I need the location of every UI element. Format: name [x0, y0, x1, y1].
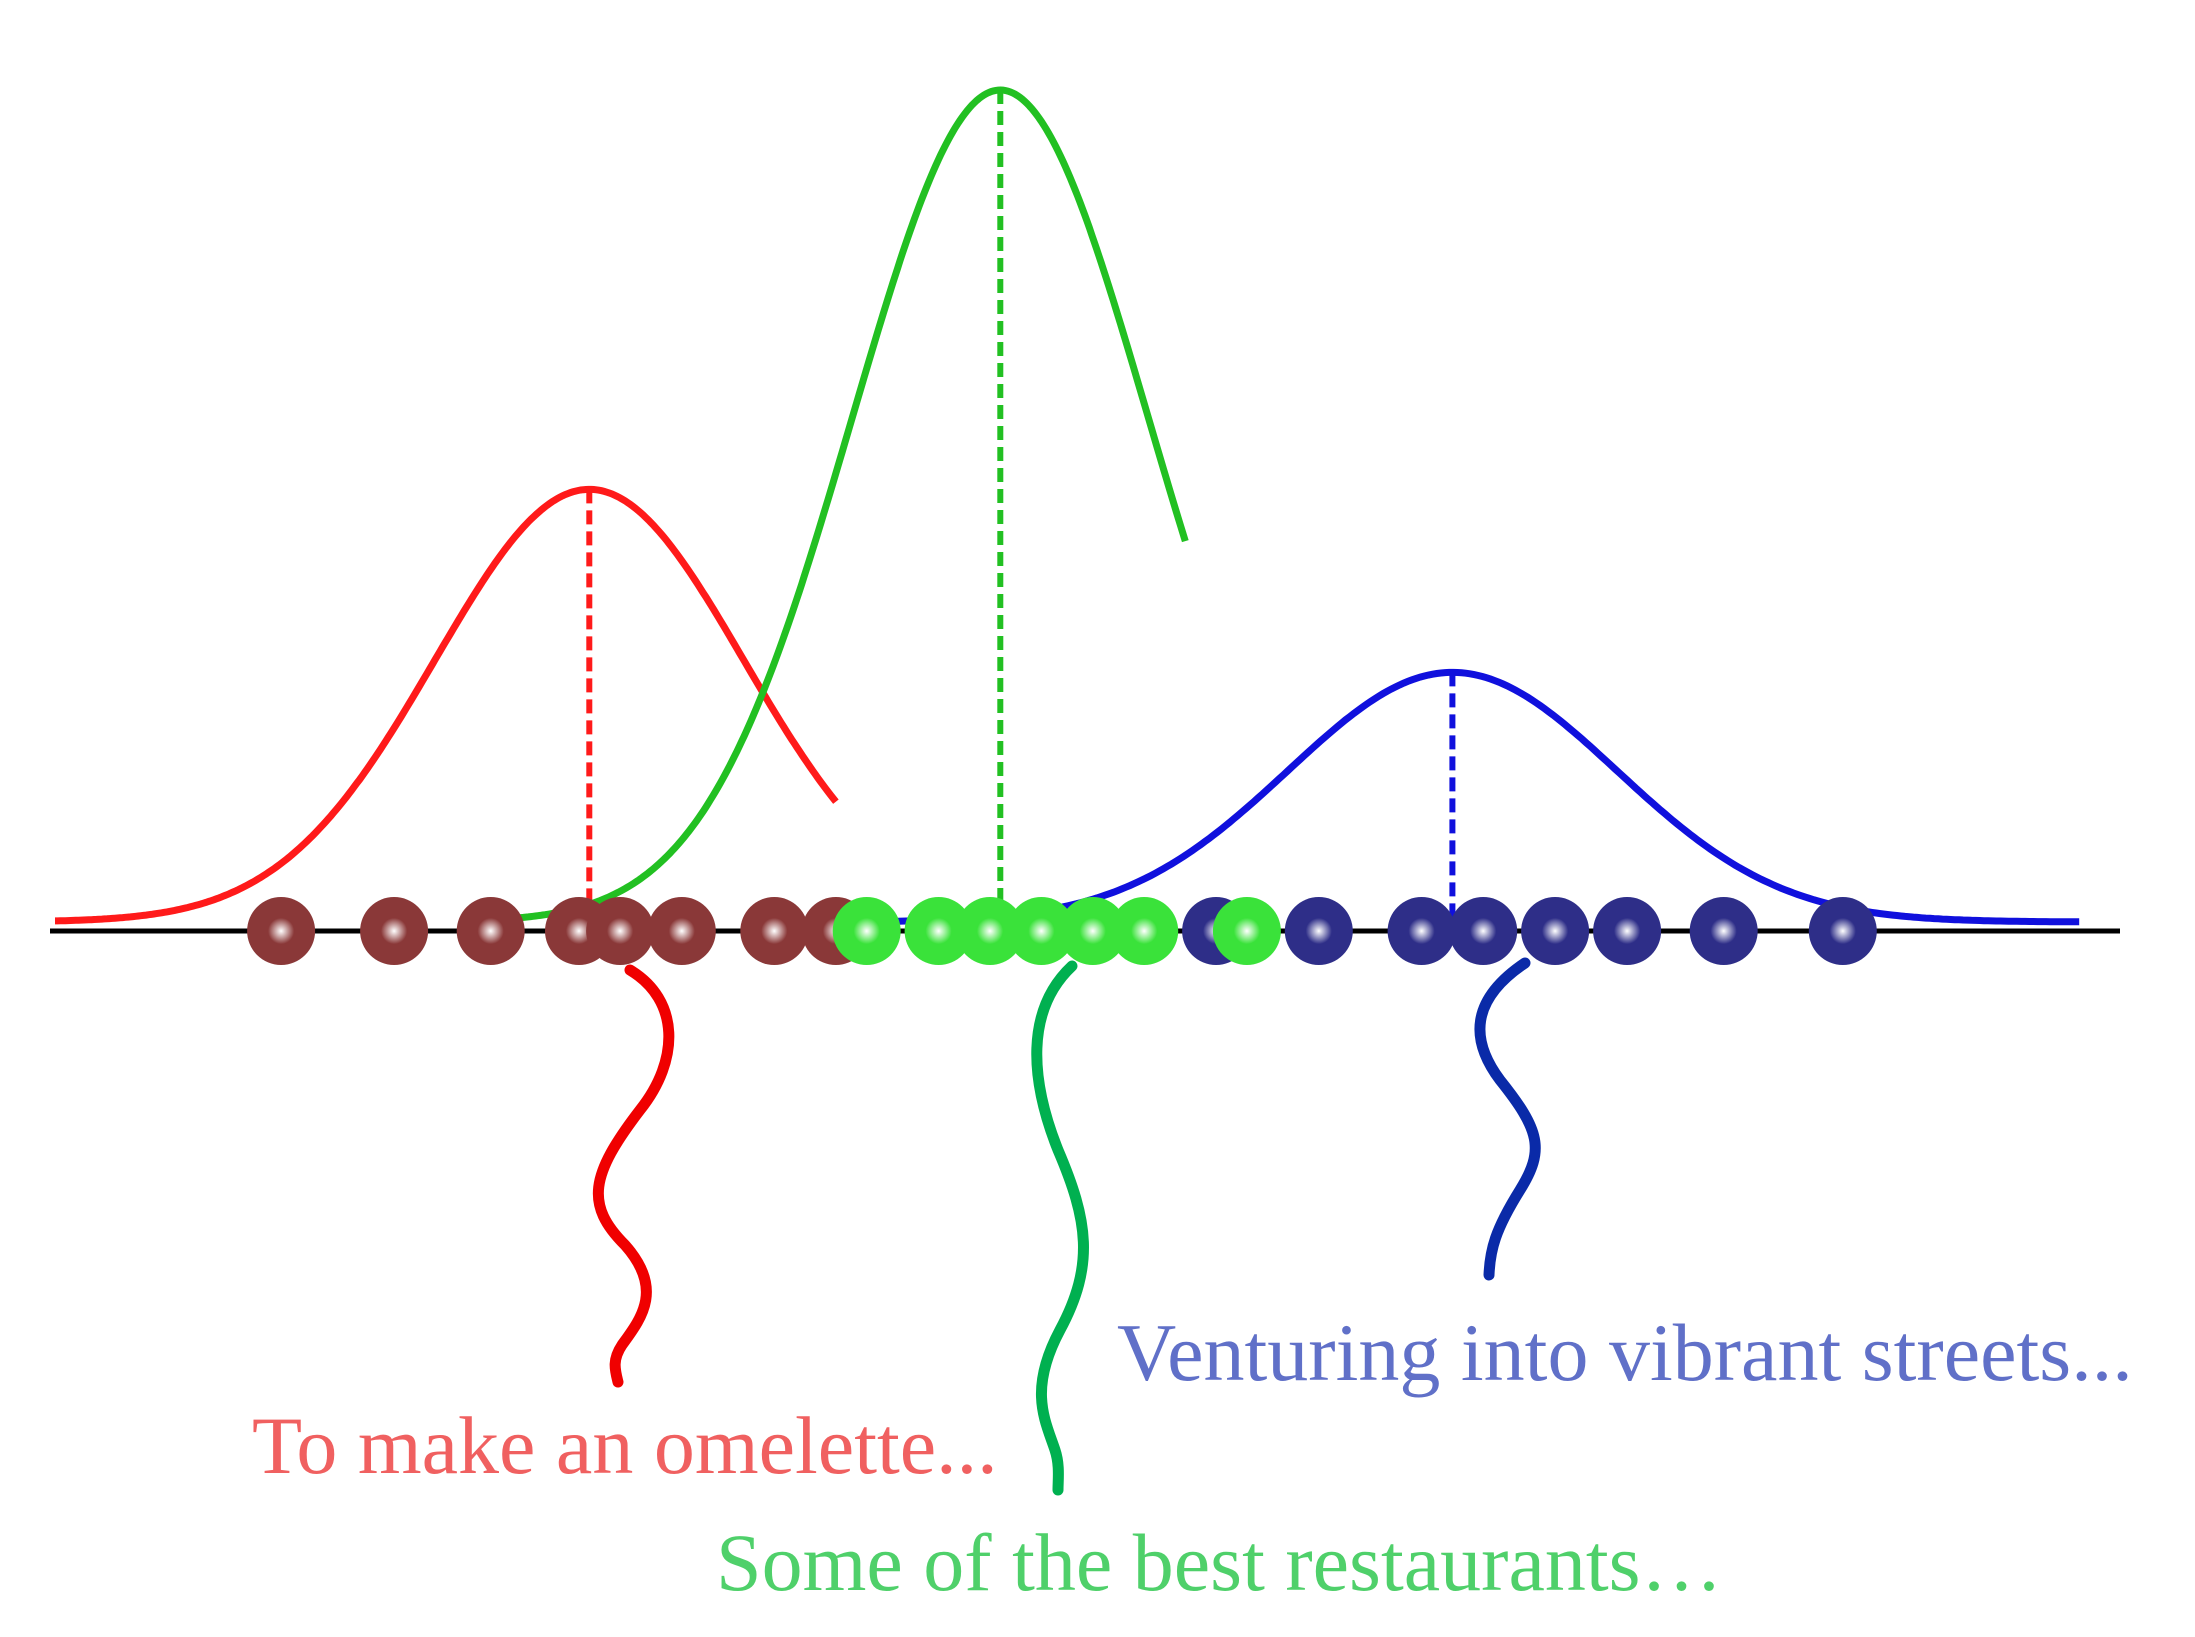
blue-squiggle-connector [1474, 957, 1541, 1281]
blue-sample-ball [1284, 897, 1353, 965]
blue-distribution-curve [835, 668, 2080, 926]
green-distribution-curve [465, 86, 1189, 925]
green-sample-ball [1110, 897, 1179, 965]
red-distribution-curve [55, 485, 839, 925]
green-cluster-caption: Some of the best restaurants… [716, 1517, 1723, 1608]
blue-sample-ball [1593, 897, 1662, 965]
blue-sample-ball [1808, 897, 1877, 965]
green-sample-ball [1212, 897, 1281, 965]
green-squiggle-connector [1031, 960, 1089, 1496]
green-sample-ball [1007, 897, 1076, 965]
blue-sample-ball [1521, 897, 1590, 965]
blue-sample-ball [1689, 897, 1758, 965]
blue-sample-ball [1449, 897, 1518, 965]
red-sample-ball [360, 897, 429, 965]
red-cluster-caption: To make an omelette... [252, 1400, 998, 1491]
red-sample-ball [647, 897, 716, 965]
sample-points [247, 897, 1877, 965]
red-sample-ball [740, 897, 809, 965]
green-sample-ball [904, 897, 973, 965]
distribution-curves [55, 86, 2080, 931]
green-sample-ball [832, 897, 901, 965]
red-squiggle-connector [592, 964, 675, 1388]
red-sample-ball [247, 897, 316, 965]
green-sample-ball [1058, 897, 1127, 965]
blue-sample-ball [1387, 897, 1456, 965]
blue-cluster-caption: Venturing into vibrant streets... [1117, 1307, 2133, 1398]
green-sample-ball [956, 897, 1024, 965]
caption-connectors [592, 957, 1541, 1496]
red-sample-ball [456, 897, 525, 965]
red-sample-ball [586, 897, 655, 965]
